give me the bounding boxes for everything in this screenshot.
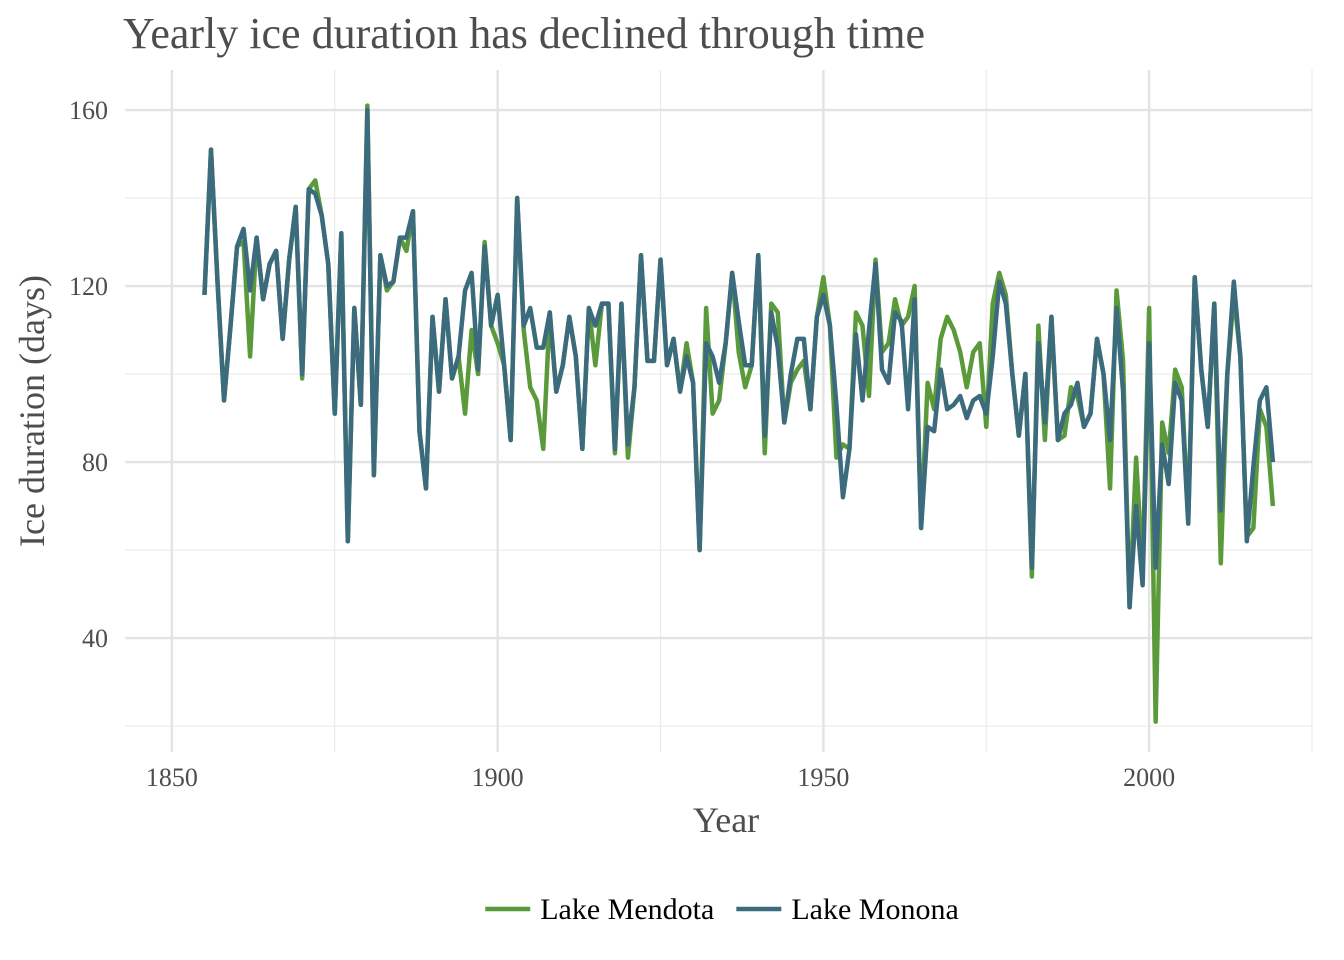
y-tick-label: 40 [82,624,108,653]
x-tick-label: 1900 [472,763,524,792]
legend-label: Lake Mendota [540,893,714,926]
y-tick-label: 160 [69,96,108,125]
legend-label: Lake Monona [791,893,958,926]
data-line [202,107,1276,610]
y-tick-label: 80 [82,448,108,477]
x-tick-label: 1850 [146,763,198,792]
x-axis-title: Year [693,800,759,840]
x-tick-label: 2000 [1123,763,1175,792]
y-tick-label: 120 [69,272,108,301]
chart-title: Yearly ice duration has declined through… [123,9,925,58]
x-tick-label: 1950 [797,763,849,792]
y-axis-title: Ice duration (days) [12,275,52,547]
